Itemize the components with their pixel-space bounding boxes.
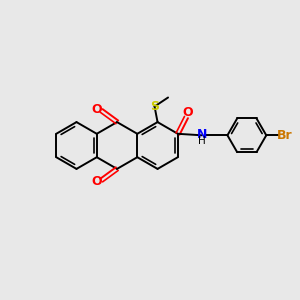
Text: N: N — [196, 128, 207, 142]
Text: O: O — [182, 106, 193, 119]
Text: S: S — [150, 100, 159, 113]
Text: O: O — [91, 175, 102, 188]
Text: O: O — [91, 103, 102, 116]
Text: H: H — [198, 136, 206, 146]
Text: Br: Br — [277, 129, 293, 142]
